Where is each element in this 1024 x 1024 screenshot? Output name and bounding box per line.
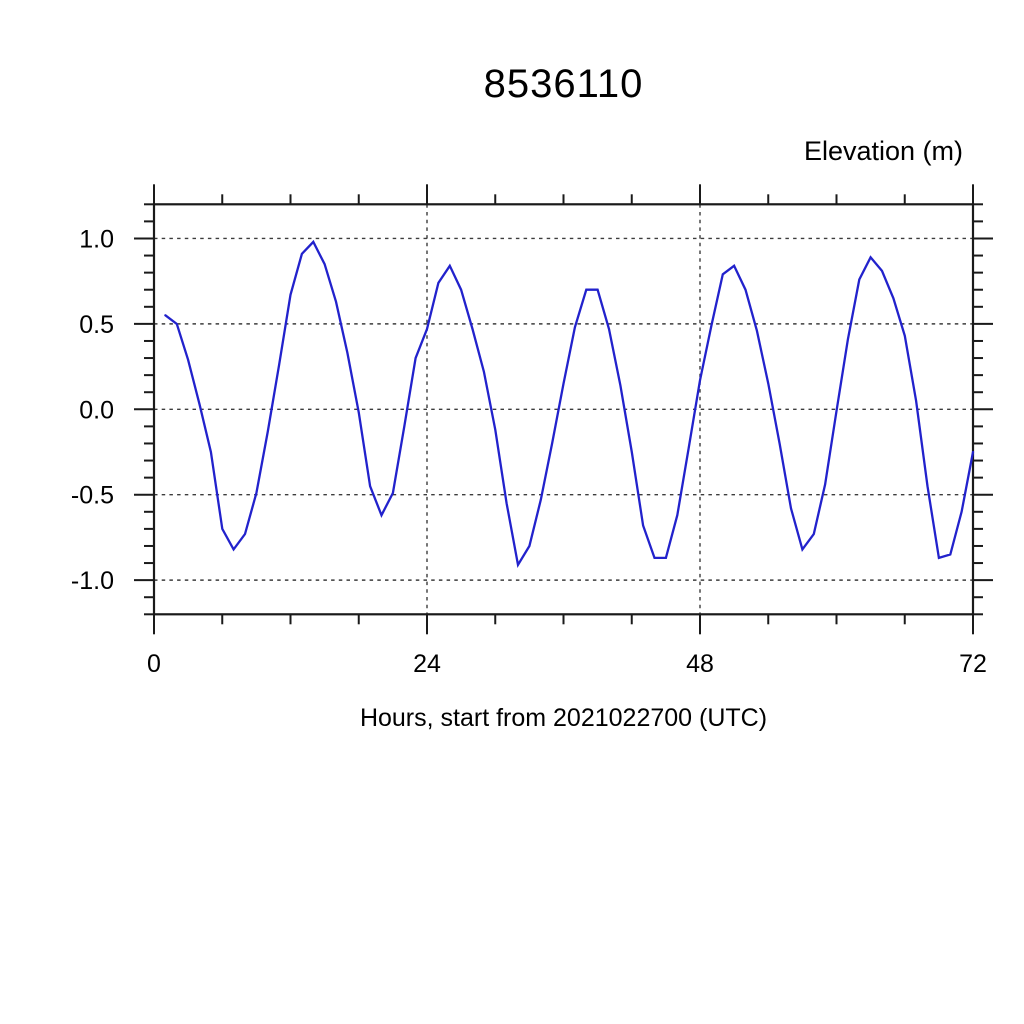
y-tick-label: 0.0 [79, 396, 114, 424]
x-tick-label: 48 [686, 650, 714, 678]
y-tick-label: -1.0 [71, 567, 114, 595]
x-tick-label: 72 [959, 650, 987, 678]
x-axis-title: Hours, start from 2021022700 (UTC) [359, 704, 768, 732]
station-title: 8536110 [483, 62, 644, 106]
plot-frame [152, 203, 975, 616]
y-tick-label: 1.0 [79, 225, 114, 253]
y-axis-title: Elevation (m) [803, 136, 963, 166]
elevation-curve [164, 239, 975, 568]
x-tick-label: 24 [413, 650, 441, 678]
y-tick-label: 0.5 [79, 311, 114, 339]
x-tick-label: 0 [147, 650, 161, 678]
y-tick-label: -0.5 [71, 482, 114, 510]
